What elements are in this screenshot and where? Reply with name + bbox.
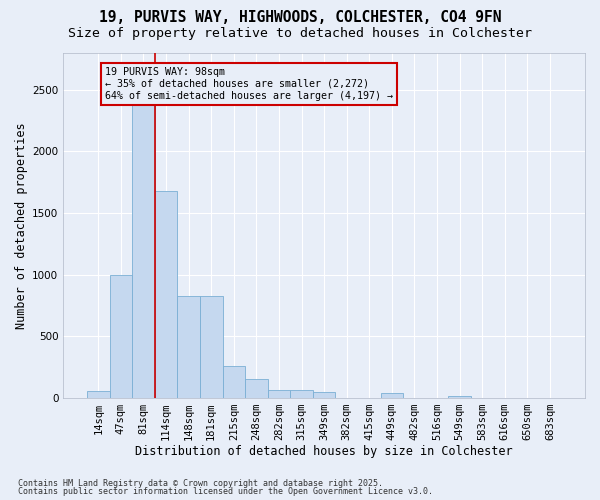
- Bar: [380, 393, 403, 398]
- Bar: [313, 392, 335, 398]
- Bar: [155, 190, 178, 398]
- Bar: [178, 296, 200, 398]
- Text: 19 PURVIS WAY: 98sqm
← 35% of detached houses are smaller (2,272)
64% of semi-de: 19 PURVIS WAY: 98sqm ← 35% of detached h…: [105, 68, 393, 100]
- Bar: [200, 296, 223, 398]
- X-axis label: Distribution of detached houses by size in Colchester: Distribution of detached houses by size …: [136, 444, 513, 458]
- Bar: [87, 390, 110, 398]
- Bar: [132, 90, 155, 398]
- Bar: [110, 274, 132, 398]
- Text: Contains public sector information licensed under the Open Government Licence v3: Contains public sector information licen…: [18, 487, 433, 496]
- Text: Size of property relative to detached houses in Colchester: Size of property relative to detached ho…: [68, 28, 532, 40]
- Bar: [448, 396, 471, 398]
- Text: Contains HM Land Registry data © Crown copyright and database right 2025.: Contains HM Land Registry data © Crown c…: [18, 478, 383, 488]
- Bar: [290, 390, 313, 398]
- Text: 19, PURVIS WAY, HIGHWOODS, COLCHESTER, CO4 9FN: 19, PURVIS WAY, HIGHWOODS, COLCHESTER, C…: [99, 10, 501, 25]
- Bar: [245, 380, 268, 398]
- Y-axis label: Number of detached properties: Number of detached properties: [15, 122, 28, 328]
- Bar: [223, 366, 245, 398]
- Bar: [268, 390, 290, 398]
